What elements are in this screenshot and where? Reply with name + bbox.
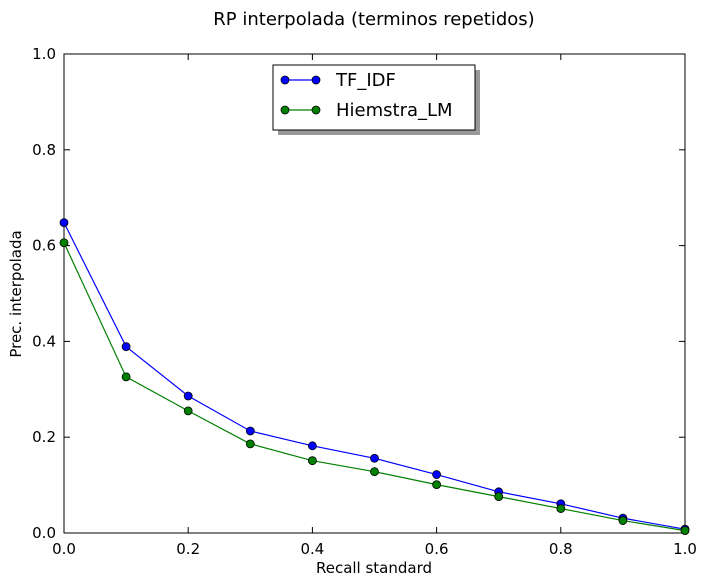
y-tick-label: 0.0	[32, 524, 56, 542]
data-point-tf-idf	[121, 342, 131, 352]
data-point-tf-idf	[307, 441, 317, 451]
x-tick-label: 1.0	[673, 540, 697, 558]
data-point-hiemstra-lm	[432, 480, 442, 490]
data-point-tf-idf	[370, 453, 379, 463]
data-point-hiemstra-lm	[307, 456, 317, 466]
legend-label: Hiemstra_LM	[336, 100, 453, 121]
legend-box	[272, 64, 476, 131]
y-tick-label: 0.4	[32, 332, 56, 350]
data-point-tf-idf	[59, 218, 69, 228]
data-point-hiemstra-lm	[245, 439, 255, 449]
y-tick-label: 0.2	[32, 428, 56, 446]
series-hiemstra-lm	[59, 238, 690, 536]
data-point-hiemstra-lm	[370, 467, 379, 477]
data-point-hiemstra-lm	[618, 516, 628, 525]
legend-marker	[311, 75, 321, 85]
data-point-hiemstra-lm	[556, 504, 566, 513]
legend-item-hiemstra-lm: Hiemstra_LM	[280, 100, 453, 121]
legend: TF_IDF Hiemstra_LM	[272, 64, 480, 135]
data-point-hiemstra-lm	[494, 492, 504, 501]
x-tick-label: 0.2	[176, 540, 200, 558]
series-layer	[59, 218, 690, 536]
data-point-hiemstra-lm	[59, 238, 69, 248]
y-tick-label: 1.0	[32, 45, 56, 63]
data-point-hiemstra-lm	[183, 406, 193, 416]
legend-label: TF_IDF	[335, 70, 396, 91]
x-tick-label: 0.4	[300, 540, 324, 558]
data-point-hiemstra-lm	[680, 526, 690, 536]
y-tick-label: 0.8	[32, 141, 56, 159]
x-tick-label: 0.8	[549, 540, 573, 558]
x-tick-label: 0.0	[52, 540, 76, 558]
legend-item-tf-idf: TF_IDF	[280, 70, 396, 91]
legend-marker	[311, 105, 321, 115]
data-point-tf-idf	[183, 391, 193, 401]
legend-marker	[280, 105, 290, 115]
y-axis-label: Prec. interpolada	[7, 230, 25, 357]
data-point-hiemstra-lm	[121, 372, 131, 382]
legend-marker	[280, 75, 290, 85]
x-tick-label: 0.6	[425, 540, 449, 558]
x-axis-label: Recall standard	[316, 559, 432, 577]
y-tick-label: 0.6	[32, 237, 56, 255]
chart-title: RP interpolada (terminos repetidos)	[213, 9, 534, 30]
data-point-tf-idf	[245, 426, 255, 436]
data-point-tf-idf	[432, 470, 442, 479]
